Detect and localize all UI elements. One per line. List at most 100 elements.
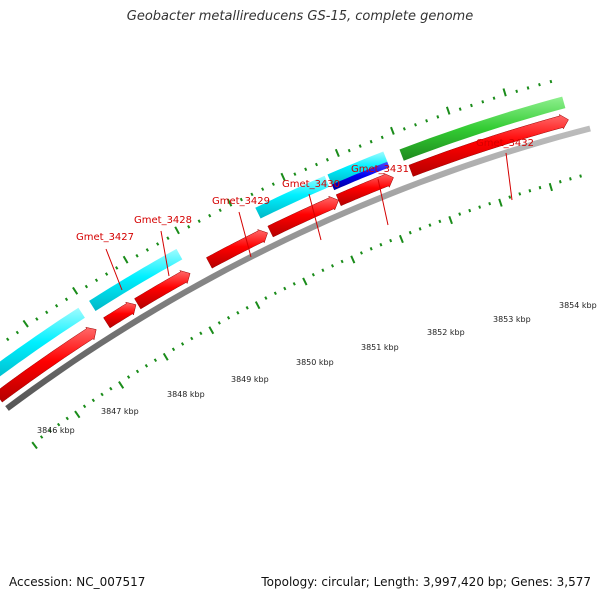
scale-tick bbox=[379, 242, 383, 247]
genome-backbone bbox=[5, 125, 591, 411]
scale-tick bbox=[569, 177, 572, 181]
cds-arrow bbox=[267, 195, 339, 238]
scale-tick bbox=[208, 213, 212, 218]
scale-tick bbox=[458, 107, 462, 111]
scale-tick bbox=[359, 251, 363, 255]
scale-tick bbox=[498, 198, 503, 207]
scale-tick bbox=[187, 225, 191, 229]
scale-tick bbox=[398, 234, 404, 244]
scale-label: 3852 kbp bbox=[427, 328, 465, 337]
gene-band bbox=[327, 151, 388, 186]
gene-leader-line bbox=[505, 152, 513, 201]
genome-info-text: Topology: circular; Length: 3,997,420 bp… bbox=[261, 575, 591, 589]
scale-tick bbox=[470, 103, 473, 108]
feature-track bbox=[0, 96, 591, 411]
scale-tick bbox=[208, 326, 215, 335]
scale-label: 3849 kbp bbox=[231, 375, 269, 384]
cds-arrow bbox=[206, 229, 268, 269]
scale-label: 3846 kbp bbox=[37, 426, 75, 435]
scale-tick bbox=[408, 230, 412, 235]
gene-leader-line bbox=[105, 248, 123, 291]
scale-tick bbox=[217, 321, 221, 325]
gene-label[interactable]: Gmet_3427 bbox=[76, 232, 134, 243]
scale-tick bbox=[166, 236, 170, 240]
scale-tick bbox=[302, 277, 308, 286]
scale-label: 3851 kbp bbox=[361, 343, 399, 352]
scale-tick bbox=[74, 410, 81, 419]
accession-text: Accession: NC_007517 bbox=[9, 575, 146, 589]
scale-tick bbox=[428, 223, 432, 227]
scale-tick bbox=[91, 398, 96, 403]
scale-tick bbox=[438, 219, 442, 224]
scale-tick bbox=[492, 96, 496, 100]
scale-tick bbox=[508, 195, 512, 199]
scale-tick bbox=[330, 264, 335, 268]
scale-tick bbox=[369, 247, 373, 251]
gene-label[interactable]: Gmet_3429 bbox=[212, 196, 270, 207]
scale-tick bbox=[549, 79, 553, 84]
scale-tick bbox=[340, 259, 344, 264]
scale-tick bbox=[538, 82, 541, 87]
scale-tick bbox=[414, 123, 417, 127]
scale-tick bbox=[162, 352, 169, 361]
scale-label: 3847 kbp bbox=[101, 407, 139, 416]
scale-tick bbox=[515, 89, 519, 93]
scale-tick bbox=[528, 189, 532, 193]
scale-tick bbox=[311, 272, 315, 277]
scale-tick bbox=[65, 416, 69, 421]
scale-tick bbox=[226, 316, 231, 320]
scale-tick bbox=[254, 301, 261, 310]
scale-tick bbox=[180, 342, 185, 346]
scale-tick bbox=[579, 174, 582, 178]
feature-labels: 3846 kbp 3847 kbp 3848 kbp 3849 kbp 3850 kbp… bbox=[37, 138, 597, 435]
scale-tick bbox=[261, 187, 265, 191]
scale-tick bbox=[425, 119, 429, 123]
scale-tick bbox=[118, 381, 125, 389]
scale-tick bbox=[488, 201, 492, 206]
scale-tick bbox=[197, 219, 201, 223]
scale-tick bbox=[292, 282, 296, 286]
scale-tick bbox=[174, 226, 180, 235]
scale-tick bbox=[293, 172, 297, 176]
scale-tick bbox=[64, 297, 69, 302]
scale-tick bbox=[280, 172, 286, 181]
scale-tick bbox=[347, 148, 351, 153]
scale-tick bbox=[239, 197, 243, 202]
scale-tick bbox=[6, 337, 10, 342]
gene-label[interactable]: Gmet_3431 bbox=[351, 164, 409, 175]
gene-label[interactable]: Gmet_3428 bbox=[134, 215, 192, 226]
gene-leader-line bbox=[308, 193, 322, 241]
cds-arrow bbox=[134, 270, 191, 310]
scale-tick bbox=[94, 278, 99, 283]
gene-label[interactable]: Gmet_3430 bbox=[282, 179, 340, 190]
scale-label: 3854 kbp bbox=[559, 301, 597, 310]
scale-tick bbox=[271, 182, 275, 186]
scale-tick bbox=[558, 180, 562, 184]
blue-feature-band bbox=[331, 161, 390, 191]
scale-tick bbox=[82, 404, 87, 409]
scale-tick bbox=[445, 106, 451, 115]
scale-tick bbox=[135, 369, 140, 374]
scale-tick bbox=[369, 139, 373, 144]
scale-tick bbox=[115, 266, 119, 270]
scale-tick bbox=[171, 347, 176, 352]
scale-tick bbox=[56, 422, 61, 427]
gene-band bbox=[255, 175, 330, 219]
scale-tick bbox=[526, 86, 530, 90]
scale-tick bbox=[358, 144, 362, 148]
cds-arrow bbox=[335, 172, 394, 207]
scale-tick bbox=[54, 304, 59, 308]
scale-tick bbox=[84, 284, 89, 289]
scale-tick bbox=[458, 212, 462, 216]
scale-tick bbox=[39, 435, 44, 439]
gene-label[interactable]: Gmet_3432 bbox=[476, 138, 534, 149]
scale-tick bbox=[126, 375, 131, 379]
gene-leader-line bbox=[238, 211, 252, 258]
scale-tick bbox=[264, 296, 268, 300]
scale-tick bbox=[548, 182, 553, 192]
scale-tick bbox=[468, 208, 472, 213]
scale-ticks bbox=[6, 79, 582, 450]
scale-tick bbox=[250, 192, 254, 197]
scale-tick bbox=[418, 227, 422, 231]
